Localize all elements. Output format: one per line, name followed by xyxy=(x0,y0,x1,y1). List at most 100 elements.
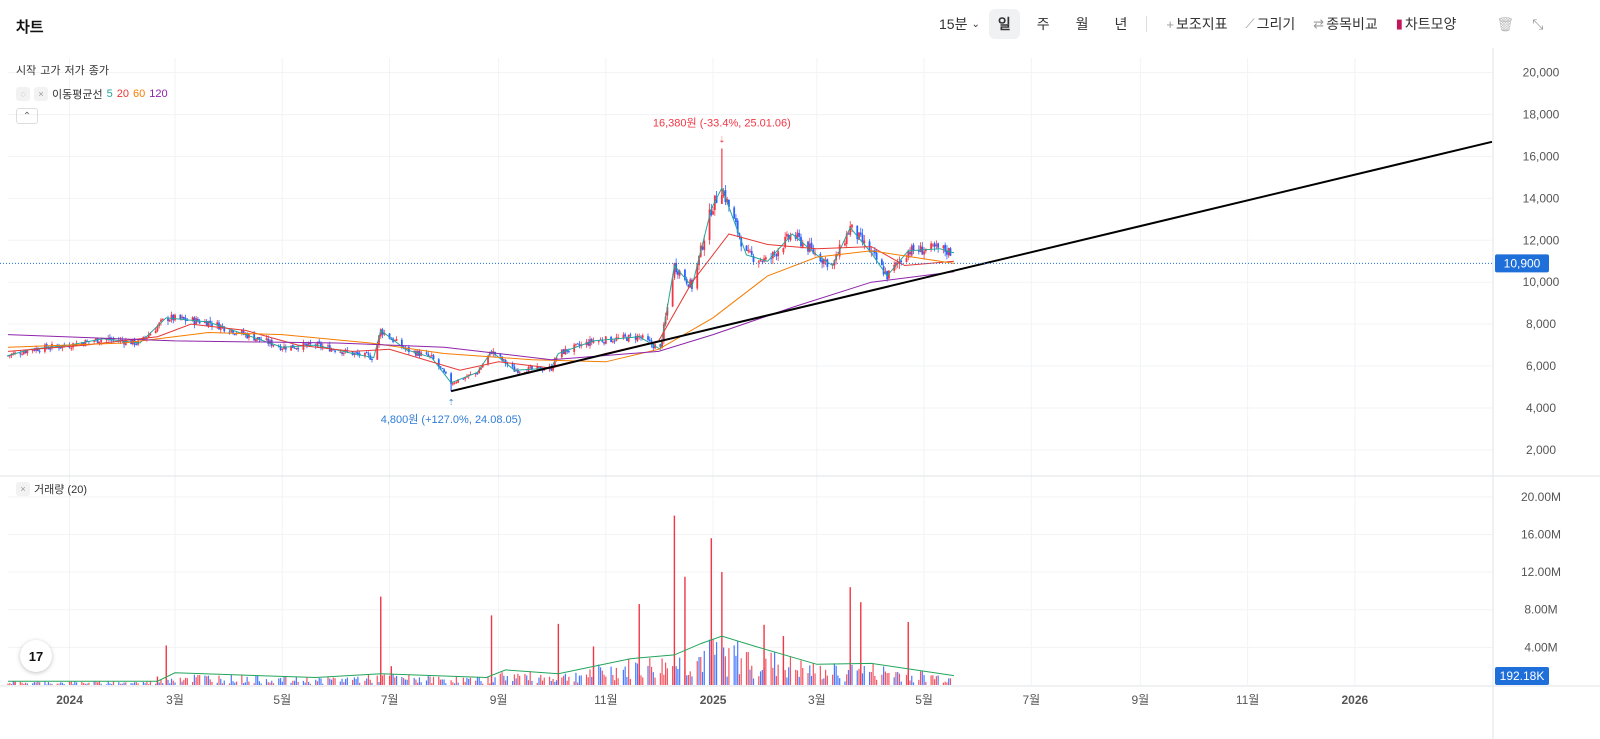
candle-body xyxy=(786,234,788,237)
volume-bar xyxy=(109,683,111,685)
volume-bar xyxy=(357,676,359,685)
volume-bar xyxy=(285,676,287,685)
volume-bar xyxy=(568,676,570,685)
volume-bar xyxy=(105,684,108,685)
eye-hidden-icon[interactable]: ◌ xyxy=(16,87,30,101)
candle-body xyxy=(378,335,380,345)
volume-bar xyxy=(167,679,169,685)
candle-body xyxy=(439,366,442,368)
volume-bar xyxy=(684,576,686,685)
volume-bar xyxy=(745,652,748,685)
candle-body xyxy=(209,320,212,324)
volume-bar xyxy=(578,675,581,685)
close-icon[interactable]: × xyxy=(16,482,30,496)
period-tab-day[interactable]: 일 xyxy=(988,9,1020,39)
close-label: 종가 xyxy=(88,65,109,77)
candle-body xyxy=(478,369,481,374)
candle-body xyxy=(466,376,468,378)
candle-body xyxy=(161,318,164,320)
candle-body xyxy=(666,306,669,316)
volume-bar xyxy=(192,681,194,685)
candle-body xyxy=(747,249,750,252)
time-tick-label: 9월 xyxy=(490,693,508,707)
tradingview-logo[interactable]: 17 xyxy=(20,640,52,672)
period-tab-year[interactable]: 년 xyxy=(1114,16,1128,32)
volume-bar xyxy=(555,680,558,685)
volume-bar xyxy=(652,672,654,685)
price-tick-label: 2,000 xyxy=(1526,443,1556,457)
volume-bar xyxy=(21,682,23,685)
volume-bar xyxy=(68,681,71,685)
candle-body xyxy=(552,366,554,371)
volume-bar xyxy=(441,679,443,685)
candle-body xyxy=(733,207,736,219)
candle-body xyxy=(167,318,169,322)
volume-bar xyxy=(758,676,760,685)
candle-body xyxy=(613,340,616,342)
indicator-button[interactable]: + 보조지표 xyxy=(1157,9,1236,39)
volume-bar xyxy=(672,666,674,685)
collapse-button[interactable]: ⤡ xyxy=(1523,9,1552,39)
chart-header: 차트 15분 ⌄ 일 주 월 년 + 보조지표 ⟋ 그리기 ⇄ 종목비교 ▮ 차… xyxy=(0,0,1600,48)
compare-button[interactable]: ⇄ 종목비교 xyxy=(1304,9,1386,39)
candle-body xyxy=(240,330,243,333)
interval-dropdown[interactable]: 15분 ⌄ xyxy=(930,9,989,39)
trash-button[interactable]: 🗑 xyxy=(1487,9,1523,39)
volume-bar xyxy=(455,676,457,685)
legend-collapse-button[interactable]: ⌃ xyxy=(16,108,38,124)
candle-body xyxy=(265,338,268,340)
time-tick-label: 2026 xyxy=(1342,693,1369,707)
candle-body xyxy=(455,382,458,384)
candle-body xyxy=(661,341,663,348)
volume-bar xyxy=(825,669,827,685)
candle-body xyxy=(900,260,903,263)
draw-button[interactable]: ⟋ 그리기 xyxy=(1237,9,1305,39)
volume-bar xyxy=(353,677,355,685)
volume-bar xyxy=(58,683,60,685)
volume-bar xyxy=(468,678,470,685)
candle-body xyxy=(441,368,444,370)
candlesticks xyxy=(7,148,952,392)
volume-bar xyxy=(322,683,324,685)
volume-bar xyxy=(392,674,394,685)
close-icon[interactable]: × xyxy=(34,87,48,101)
candle-body xyxy=(749,251,751,253)
volume-bar xyxy=(629,679,632,685)
candle-body xyxy=(72,343,74,348)
ma120-line xyxy=(7,271,955,361)
volume-bar xyxy=(413,677,415,685)
candle-body xyxy=(798,233,801,237)
volume-bar xyxy=(536,682,538,685)
chart-style-button[interactable]: ▮ 차트모양 xyxy=(1387,9,1466,39)
candle-body xyxy=(677,271,679,275)
volume-bar xyxy=(35,682,37,685)
volume-bar xyxy=(290,682,292,685)
volume-bar xyxy=(160,679,162,685)
volume-bar xyxy=(721,572,723,685)
candle-body xyxy=(560,349,563,358)
candle-body xyxy=(689,279,692,288)
candle-body xyxy=(810,242,813,249)
volume-bar xyxy=(320,678,322,685)
volume-bar xyxy=(207,675,210,685)
volume-bar xyxy=(297,681,299,685)
candle-body xyxy=(696,264,699,289)
volume-bar xyxy=(235,681,238,685)
volume-bar xyxy=(802,668,804,685)
volume-bar xyxy=(747,651,749,685)
volume-bar xyxy=(457,682,459,685)
candle-body xyxy=(634,336,637,340)
candle-body xyxy=(297,347,300,350)
volume-bar xyxy=(272,683,275,685)
period-tab-week[interactable]: 주 xyxy=(1036,16,1050,32)
candle-body xyxy=(603,342,605,344)
period-tab-month[interactable]: 월 xyxy=(1075,16,1089,32)
volume-bar xyxy=(378,681,380,685)
price-tick-label: 16,000 xyxy=(1523,149,1560,163)
volume-bar xyxy=(246,676,248,685)
volume-bar xyxy=(119,683,122,685)
price-chart[interactable]: 16,380원 (-33.4%, 25.01.06) ⇣ 4,800원 (+127.… xyxy=(0,48,1600,739)
chevron-down-icon: ⌄ xyxy=(971,18,980,30)
candle-body xyxy=(752,256,755,262)
candle-body xyxy=(858,232,860,240)
